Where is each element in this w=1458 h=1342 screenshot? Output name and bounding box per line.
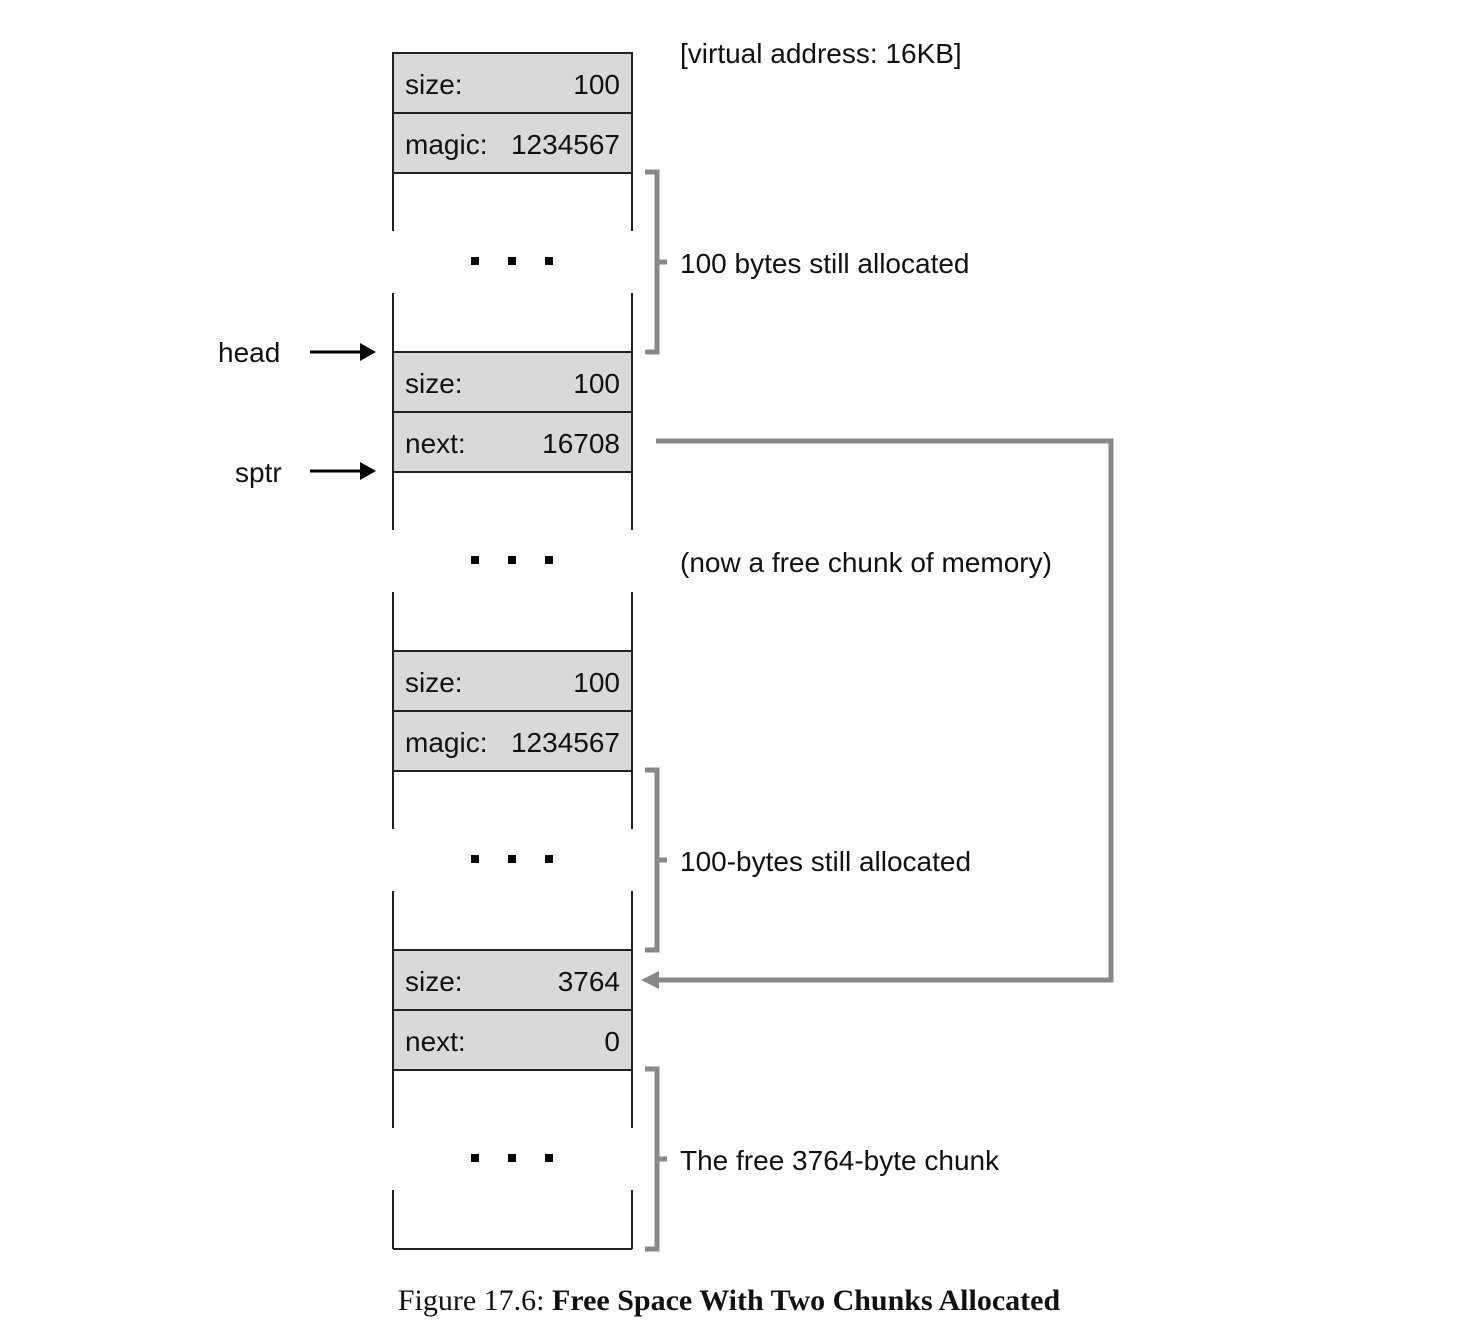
header-cell-value: 100	[573, 368, 620, 399]
head-pointer: head	[218, 337, 376, 368]
ellipsis-dot	[471, 257, 479, 265]
ellipsis-dot	[508, 855, 516, 863]
header-cell-value: 16708	[542, 428, 620, 459]
header-cell: next: 0	[392, 1009, 633, 1071]
header-cell: size: 100	[392, 650, 633, 712]
body-cell	[392, 771, 633, 950]
ellipsis-dot	[471, 1154, 479, 1162]
body-cell	[392, 173, 633, 352]
next-link-arrowhead	[641, 971, 659, 989]
ellipsis-dot	[545, 257, 553, 265]
header-cell-box	[392, 1009, 633, 1071]
caption-title: Free Space With Two Chunks Allocated	[552, 1284, 1061, 1317]
next-link-line	[656, 438, 1114, 983]
region-bracket	[645, 1066, 667, 1252]
header-cell-box	[392, 710, 633, 772]
header-cell-key: size:	[405, 368, 463, 399]
region-bracket-line	[645, 1066, 660, 1252]
header-cell: size: 100	[392, 351, 633, 413]
header-cell: size: 100	[392, 52, 633, 114]
header-cell-box	[392, 351, 633, 413]
header-cell-value: 1234567	[511, 727, 620, 758]
annotation-free-end: The free 3764-byte chunk	[680, 1145, 1000, 1176]
next-link-arrow	[641, 438, 1114, 989]
region-bracket	[645, 169, 667, 355]
memory-diagram: size: 100 magic: 1234567 size: 100 next: 16708 s…	[218, 38, 1114, 1252]
ellipsis-dot	[545, 855, 553, 863]
ellipsis-dot	[545, 1154, 553, 1162]
ellipsis-dot	[471, 556, 479, 564]
header-cell-value: 1234567	[511, 129, 620, 160]
header-cell: size: 3764	[392, 949, 633, 1011]
header-cell-key: next:	[405, 1026, 466, 1057]
header-cell-value: 3764	[558, 966, 620, 997]
caption-prefix: Figure 17.6:	[397, 1284, 553, 1317]
header-cell: next: 16708	[392, 411, 633, 473]
memory-blocks: size: 100 magic: 1234567 size: 100 next: 16708 s…	[392, 52, 633, 1250]
annotation-free-chunk: (now a free chunk of memory)	[680, 547, 1052, 578]
body-cell	[392, 472, 633, 651]
header-cell-value: 100	[573, 69, 620, 100]
header-cell-box	[392, 411, 633, 473]
body-cell	[392, 1070, 633, 1250]
header-cell: magic: 1234567	[392, 112, 633, 174]
header-cell-box	[392, 949, 633, 1011]
header-cell-key: magic:	[405, 727, 487, 758]
header-cell-key: next:	[405, 428, 466, 459]
ellipsis-dot	[508, 556, 516, 564]
ellipsis-dot	[508, 1154, 516, 1162]
header-cell-value: 0	[604, 1026, 620, 1057]
head-arrowhead	[360, 343, 376, 361]
header-cell-value: 100	[573, 667, 620, 698]
header-cell-box	[392, 112, 633, 174]
header-cell-key: magic:	[405, 129, 487, 160]
region-bracket-line	[645, 169, 660, 355]
region-bracket	[645, 767, 667, 953]
header-cell: magic: 1234567	[392, 710, 633, 772]
header-cell-key: size:	[405, 966, 463, 997]
header-cell-box	[392, 52, 633, 114]
header-cell-box	[392, 650, 633, 712]
header-cell-key: size:	[405, 667, 463, 698]
address-label: [virtual address: 16KB]	[680, 38, 962, 69]
sptr-label: sptr	[235, 457, 282, 488]
head-label: head	[218, 337, 280, 368]
annotation-first-allocated: 100 bytes still allocated	[680, 248, 970, 279]
ellipsis-dot	[471, 855, 479, 863]
ellipsis-dot	[508, 257, 516, 265]
annotation-second-allocated: 100-bytes still allocated	[680, 846, 971, 877]
ellipsis-dot	[545, 556, 553, 564]
sptr-arrowhead	[360, 462, 376, 480]
brackets	[645, 169, 667, 1252]
sptr-pointer: sptr	[235, 457, 376, 488]
region-bracket-line	[645, 767, 660, 953]
header-cell-key: size:	[405, 69, 463, 100]
figure-caption: Figure 17.6: Free Space With Two Chunks …	[0, 1284, 1458, 1318]
